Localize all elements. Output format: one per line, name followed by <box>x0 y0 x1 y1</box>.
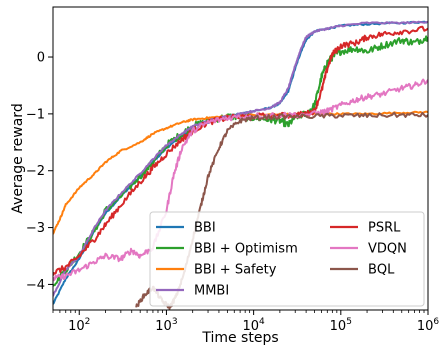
series-line-vdqn <box>53 78 428 282</box>
legend-entry: BQL <box>368 263 395 278</box>
legend-entry: VDQN <box>368 242 407 257</box>
y-axis-label: Average reward <box>10 103 26 213</box>
legend-entry: BBI + Safety <box>194 263 277 278</box>
y-tick-label: −1 <box>26 107 45 122</box>
legend-entry: BBI <box>194 221 216 236</box>
x-tick-label: 103 <box>155 317 177 334</box>
series-line-mmbi <box>53 20 428 297</box>
y-tick-label: −4 <box>26 278 45 293</box>
x-tick-label: 105 <box>330 317 352 334</box>
y-tick-label: −2 <box>26 164 45 179</box>
y-tick-label: −3 <box>26 221 45 236</box>
x-tick-label: 104 <box>242 317 265 334</box>
x-tick-label: 106 <box>417 317 440 334</box>
legend-entry: MMBI <box>194 284 229 299</box>
x-axis: 102 103 104 105 106 <box>52 310 440 334</box>
legend: BBI BBI + Optimism BBI + Safety MMBI PSRL VDQ… <box>149 211 425 307</box>
legend-entry: BBI + Optimism <box>194 242 298 257</box>
legend-box <box>149 211 425 307</box>
x-axis-label: Time steps <box>201 330 278 346</box>
y-tick-label: 0 <box>37 51 45 66</box>
legend-entry: PSRL <box>368 221 401 236</box>
y-axis: 0 −1 −2 −3 −4 <box>26 51 53 293</box>
x-tick-label: 102 <box>68 317 90 334</box>
